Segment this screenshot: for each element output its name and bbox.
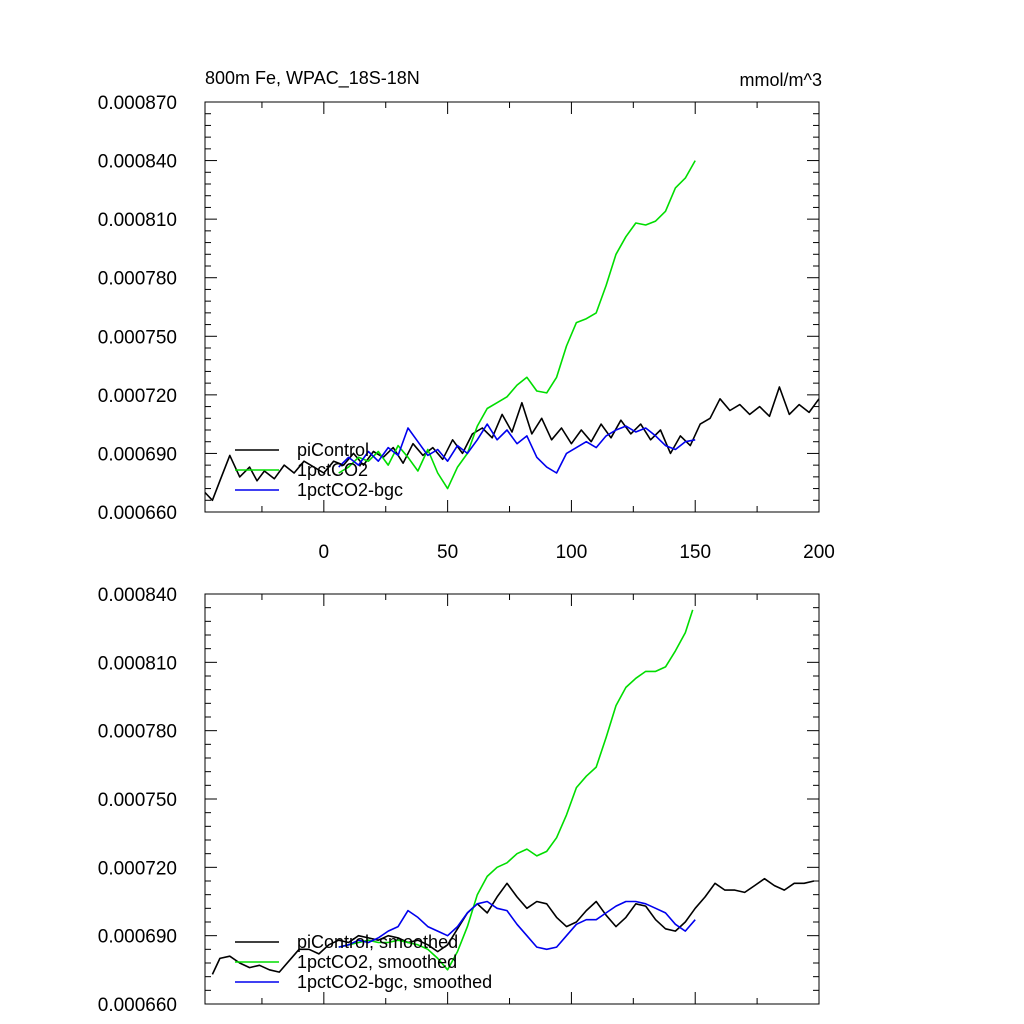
y-tick-label: 0.000780 <box>98 722 177 743</box>
legend-label: 1pctCO2, smoothed <box>297 952 457 972</box>
y-tick-label: 0.000720 <box>98 386 177 407</box>
series-line-picontrol-smoothed <box>211 877 815 975</box>
y-tick-label: 0.000660 <box>98 995 177 1016</box>
x-tick-label: 0 <box>319 542 330 563</box>
y-tick-label: 0.000720 <box>98 858 177 879</box>
legend-label: 1pctCO2 <box>297 460 368 480</box>
series-line-1pctco2-bgc <box>338 423 696 474</box>
top-minor-ticks <box>205 101 820 513</box>
y-tick-label: 0.000780 <box>98 269 177 290</box>
y-tick-label: 0.000870 <box>98 93 177 114</box>
top-series <box>204 160 820 502</box>
x-tick-label: 150 <box>679 542 711 563</box>
bottom-panel: 0.000660 0.000690 0.000720 0.000750 0.000780… <box>98 585 820 1016</box>
y-tick-label: 0.000690 <box>98 444 177 465</box>
series-line-1pctco2 <box>338 160 696 490</box>
top-panel-units: mmol/m^3 <box>740 70 822 90</box>
legend-label: piControl <box>297 440 369 460</box>
y-tick-label: 0.000750 <box>98 790 177 811</box>
top-panel-title: 800m Fe, WPAC_18S-18N <box>205 68 420 89</box>
y-tick-label: 0.000690 <box>98 927 177 948</box>
series-line-1pctco2-bgc-smoothed <box>338 900 696 951</box>
y-tick-label: 0.000810 <box>98 653 177 674</box>
bottom-y-tick-labels: 0.000660 0.000690 0.000720 0.000750 0.000780… <box>98 585 177 1016</box>
legend-label: piControl, smoothed <box>297 932 458 952</box>
x-tick-label: 100 <box>556 542 588 563</box>
legend-label: 1pctCO2-bgc, smoothed <box>297 972 492 992</box>
x-tick-label: 50 <box>437 542 458 563</box>
series-line-1pctco2-smoothed <box>338 609 694 971</box>
series-line-picontrol <box>204 386 820 502</box>
y-tick-label: 0.000840 <box>98 585 177 606</box>
top-y-tick-labels: 0.000660 0.000690 0.000720 0.000750 0.000780… <box>98 93 177 524</box>
legend-label: 1pctCO2-bgc <box>297 480 403 500</box>
y-tick-label: 0.000810 <box>98 210 177 231</box>
x-tick-label: 200 <box>803 542 835 563</box>
bottom-minor-ticks <box>205 593 820 1005</box>
bottom-series <box>211 609 815 975</box>
top-x-tick-labels: 0 50 100 150 200 <box>319 542 835 563</box>
top-panel: 800m Fe, WPAC_18S-18N mmol/m^3 0.0006600… <box>98 68 835 563</box>
y-tick-label: 0.000660 <box>98 503 177 524</box>
top-plot-frame <box>204 101 820 513</box>
y-tick-label: 0.000750 <box>98 327 177 348</box>
y-tick-label: 0.000840 <box>98 152 177 173</box>
